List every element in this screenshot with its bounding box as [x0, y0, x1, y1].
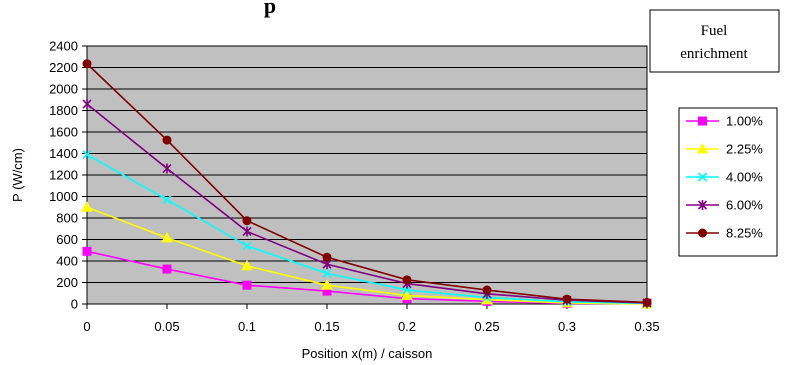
series-line [86, 206, 648, 305]
legend-label: 2.25% [726, 142, 763, 157]
data-point [402, 275, 412, 285]
legend-label: 6.00% [726, 198, 763, 213]
legend-marker [696, 142, 709, 154]
y-tick-label: 1400 [49, 146, 78, 161]
data-point [242, 226, 252, 237]
data-point [241, 259, 253, 271]
gridlines [87, 67, 647, 283]
series-3 [82, 150, 652, 309]
x-tick-label: 0.3 [558, 319, 576, 334]
x-tick-label: 0.2 [398, 319, 416, 334]
data-point [82, 59, 92, 69]
legend-title-line-1: Fuel [701, 23, 728, 39]
y-tick-label: 200 [56, 275, 78, 290]
y-tick-label: 0 [71, 297, 78, 312]
y-tick-label: 400 [56, 254, 78, 269]
data-point [401, 289, 413, 300]
data-point [82, 150, 92, 160]
y-tick-label: 1200 [49, 168, 78, 183]
series-layer [81, 59, 653, 309]
x-tick-label: 0.15 [314, 319, 339, 334]
legend-label: 4.00% [726, 170, 763, 185]
y-tick-label: 1000 [49, 189, 78, 204]
legend: 1.00% 2.25% 4.00% 6.00% 8.25% [686, 114, 763, 241]
legend-label: 8.25% [726, 226, 763, 241]
legend-marker [697, 200, 708, 210]
x-tick-label: 0.35 [634, 319, 659, 334]
data-point [162, 135, 172, 145]
legend-marker [698, 116, 707, 126]
y-tick-label: 1800 [49, 103, 78, 118]
legend-label: 1.00% [726, 114, 763, 129]
data-point [242, 216, 252, 226]
data-point [82, 99, 92, 110]
data-point [82, 246, 92, 256]
legend-title-box [649, 9, 780, 73]
legend-title-line-2: enrichment [680, 46, 748, 62]
data-point [321, 279, 333, 290]
legend-marker [697, 172, 708, 182]
data-point [162, 264, 172, 274]
data-point [642, 297, 652, 307]
data-point [81, 201, 93, 212]
series-5 [82, 59, 652, 307]
y-tick-label: 2000 [49, 82, 78, 97]
y-tick-label: 2200 [49, 60, 78, 75]
y-tick-label: 600 [56, 232, 78, 247]
data-point [242, 241, 252, 251]
y-axis-title: P (W/cm) [10, 148, 25, 202]
y-tick-label: 1600 [49, 125, 78, 140]
data-point [322, 268, 332, 278]
data-point [162, 195, 172, 205]
axes: 0 200 400 600 800 1000 1200 1400 1600 1800 2000 220… [49, 39, 660, 335]
x-tick-label: 0.25 [474, 319, 499, 334]
x-tick-label: 0.1 [238, 319, 256, 334]
series-line [86, 103, 648, 304]
legend-marker [698, 228, 707, 238]
data-point [242, 280, 252, 290]
series-line [86, 63, 648, 304]
data-point [482, 285, 492, 295]
chart-title-fragment: p [264, 0, 276, 18]
legend-box [678, 107, 778, 257]
data-point [162, 163, 172, 174]
y-tick-label: 800 [56, 211, 78, 226]
series-line [86, 153, 648, 305]
data-point [161, 231, 173, 243]
data-point [562, 294, 572, 304]
x-tick-label: 0.05 [154, 319, 179, 334]
x-tick-label: 0 [83, 319, 90, 334]
y-tick-label: 2400 [49, 39, 78, 54]
data-point [322, 252, 332, 262]
x-axis-title: Position x(m) / caisson [302, 346, 433, 361]
